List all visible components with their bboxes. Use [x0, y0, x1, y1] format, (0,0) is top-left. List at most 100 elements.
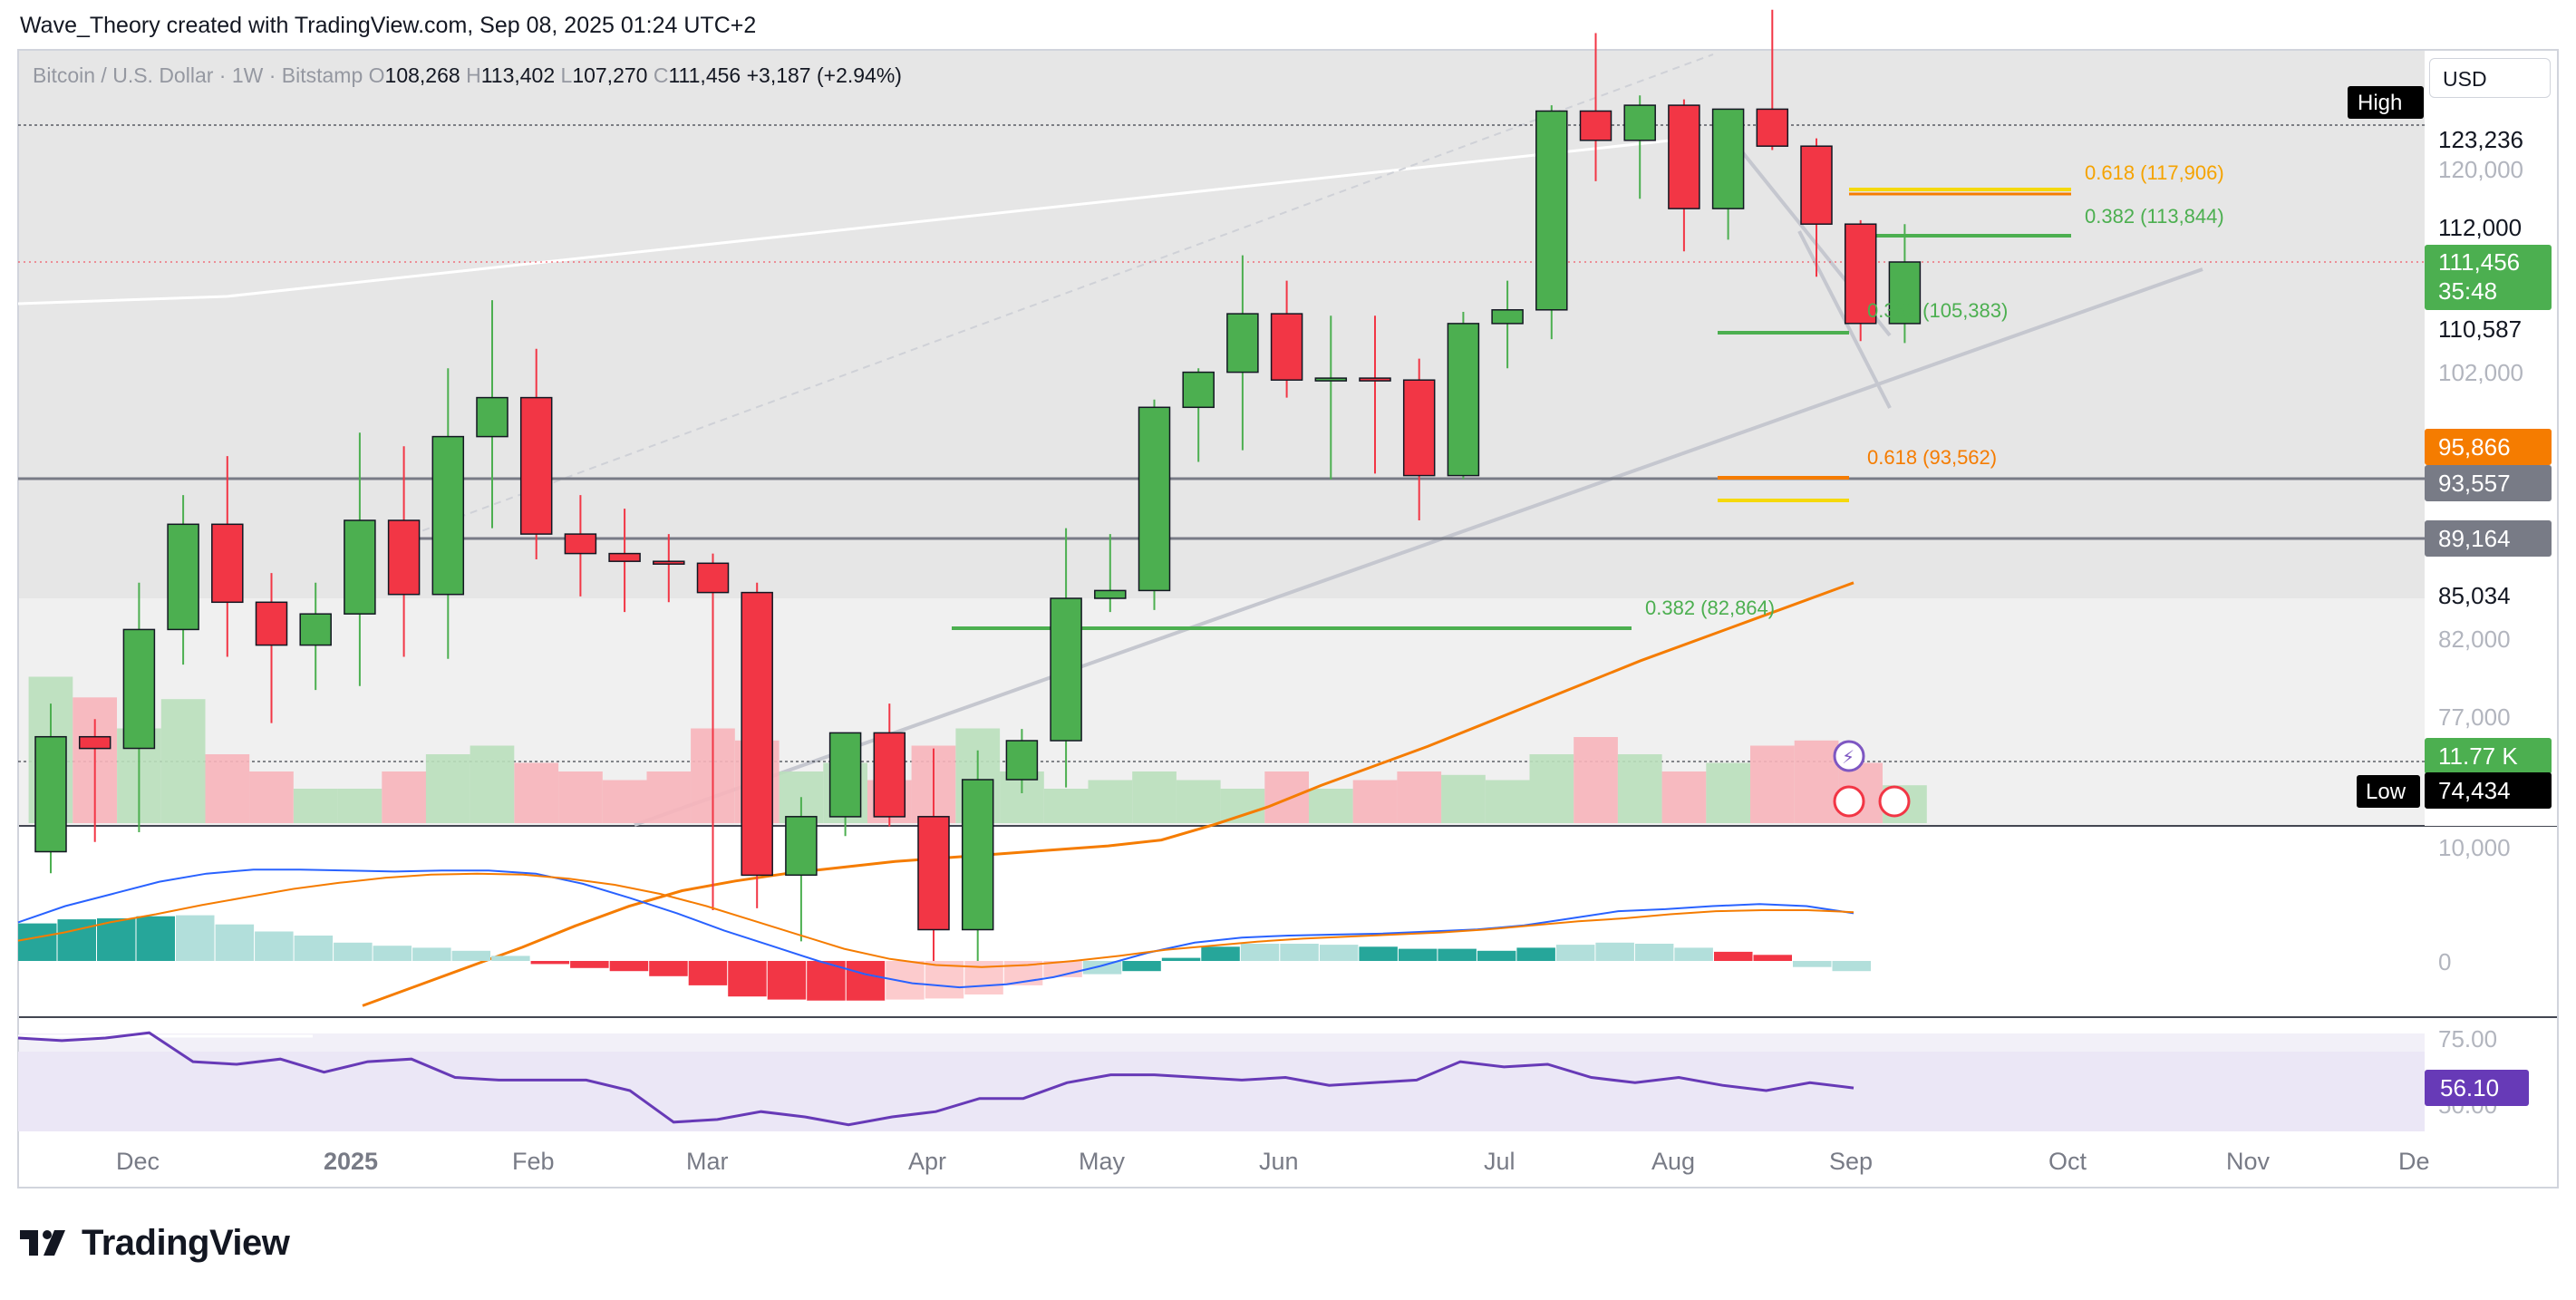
volume-bar — [1441, 774, 1486, 823]
candle-body[interactable] — [1668, 104, 1700, 209]
macd-hist-bar — [1793, 961, 1832, 967]
candle-body[interactable] — [1182, 371, 1215, 409]
candle-body[interactable] — [1138, 406, 1171, 592]
ema-line[interactable] — [362, 581, 1855, 1007]
us-flag-event-icon-2[interactable] — [1878, 785, 1911, 818]
high-tag — [2348, 86, 2424, 119]
rsi-line[interactable] — [17, 1031, 1855, 1127]
badge-last-price — [2425, 245, 2552, 310]
candle-body[interactable] — [828, 732, 862, 818]
candle-body[interactable] — [1050, 597, 1082, 742]
candle-body[interactable] — [1359, 377, 1391, 382]
macd-hist-bar — [136, 916, 175, 961]
macd-hist-bar — [176, 915, 215, 961]
candle-body[interactable] — [564, 533, 597, 555]
volume-bar — [602, 780, 647, 823]
macd-hist-bar — [1634, 944, 1674, 961]
ohlc-legend: Bitcoin / U.S. Dollar · 1W · Bitstamp O 1… — [33, 63, 902, 88]
macd-scale-label-10000: 10,000 — [2438, 834, 2511, 861]
badge-89164-text: 89,164 — [2438, 525, 2511, 552]
candle-body[interactable] — [78, 735, 111, 750]
candle-body[interactable] — [1711, 108, 1745, 209]
candle-body[interactable] — [122, 628, 156, 750]
trendline-top[interactable] — [226, 136, 1696, 298]
macd-hist-bar — [255, 931, 294, 961]
candle-body[interactable] — [387, 519, 421, 596]
legend-symbol[interactable]: Bitcoin / U.S. Dollar · 1W · Bitstamp — [33, 63, 363, 87]
candle-body[interactable] — [917, 816, 950, 931]
macd-signal-line[interactable] — [17, 872, 1855, 968]
chart-attribution: Wave_Theory created with TradingView.com… — [20, 13, 757, 38]
volume-bar — [1750, 745, 1795, 823]
macd-hist-bar — [925, 961, 964, 999]
candle-body[interactable] — [255, 601, 288, 646]
macd-hist-bar — [1398, 948, 1438, 961]
candle-body[interactable] — [1844, 223, 1877, 325]
macd-line[interactable] — [17, 868, 1855, 989]
candle-body[interactable] — [167, 523, 199, 631]
volume-bar — [1220, 789, 1265, 823]
candle-body[interactable] — [1270, 313, 1303, 381]
candle-body[interactable] — [696, 562, 730, 594]
low-tag — [2357, 775, 2420, 808]
candle-body[interactable] — [34, 735, 67, 853]
time-label-mar: Mar — [686, 1148, 729, 1175]
tradingview-logo[interactable]: TradingView — [18, 1220, 290, 1266]
dashed-fan-line[interactable] — [398, 53, 1714, 540]
time-label-nov: Nov — [2226, 1148, 2271, 1175]
price-tick-85034: 85,034 — [2438, 582, 2511, 609]
macd-hist-bar — [491, 956, 530, 961]
candle-body[interactable] — [1491, 309, 1524, 325]
candle-body[interactable] — [785, 816, 818, 877]
legend-low: 107,270 — [572, 63, 648, 87]
candle-body[interactable] — [1800, 145, 1833, 225]
candle-body[interactable] — [476, 396, 508, 438]
candle-body[interactable] — [1535, 110, 1568, 311]
candle-body[interactable] — [1005, 740, 1039, 781]
candle-body[interactable] — [1094, 589, 1127, 599]
trendline-top-left[interactable] — [17, 295, 228, 306]
volume-bar — [470, 745, 515, 823]
candle-body[interactable] — [431, 435, 465, 596]
candle-body[interactable] — [873, 732, 906, 818]
time-label-2025: 2025 — [324, 1148, 378, 1175]
volume-bar — [1661, 771, 1707, 823]
candle-body[interactable] — [1314, 377, 1348, 382]
macd-hist-bar — [1201, 946, 1240, 961]
volume-bar — [249, 771, 294, 823]
candle-body[interactable] — [1402, 379, 1436, 477]
fib-label-113844: 0.382 (113,844) — [2085, 205, 2224, 228]
badge-95866 — [2425, 429, 2552, 465]
candle-body[interactable] — [211, 523, 244, 604]
time-label-aug: Aug — [1651, 1148, 1695, 1175]
macd-hist-bar — [609, 961, 649, 972]
time-label-jul: Jul — [1484, 1148, 1516, 1175]
candle-body[interactable] — [741, 591, 773, 877]
candle-body[interactable] — [1888, 261, 1922, 325]
lightning-event-icon[interactable] — [1833, 740, 1865, 772]
candle-body[interactable] — [1226, 313, 1259, 374]
candle-body[interactable] — [519, 396, 553, 535]
candle-body[interactable] — [1447, 323, 1480, 477]
candle-body[interactable] — [1756, 108, 1789, 147]
candle-body[interactable] — [299, 613, 332, 646]
fib-label-93562: 0.618 (93,562) — [1867, 446, 1997, 469]
volume-bar — [1352, 780, 1398, 823]
candle-body[interactable] — [653, 560, 685, 565]
fib-label-117906: 0.618 (117,906) — [2085, 161, 2224, 184]
legend-open-label: O — [368, 63, 385, 87]
macd-hist-bar — [373, 946, 412, 961]
time-axis[interactable]: Dec 2025 Feb Mar Apr May Jun Jul Aug Sep… — [116, 1148, 2430, 1175]
currency-button[interactable]: USD — [2429, 58, 2551, 98]
price-tick-102000: 102,000 — [2438, 359, 2523, 386]
candle-body[interactable] — [608, 552, 641, 562]
candle-body[interactable] — [344, 519, 376, 615]
candle-body[interactable] — [1579, 110, 1612, 141]
fib-label-105383: 0.382 (105,383) — [1867, 299, 2008, 322]
legend-high: 113,402 — [480, 63, 556, 87]
candle-body[interactable] — [961, 779, 994, 931]
price-tick-77000: 77,000 — [2438, 703, 2511, 731]
us-flag-event-icon-1[interactable] — [1833, 785, 1865, 818]
candle-body[interactable] — [1623, 104, 1656, 141]
